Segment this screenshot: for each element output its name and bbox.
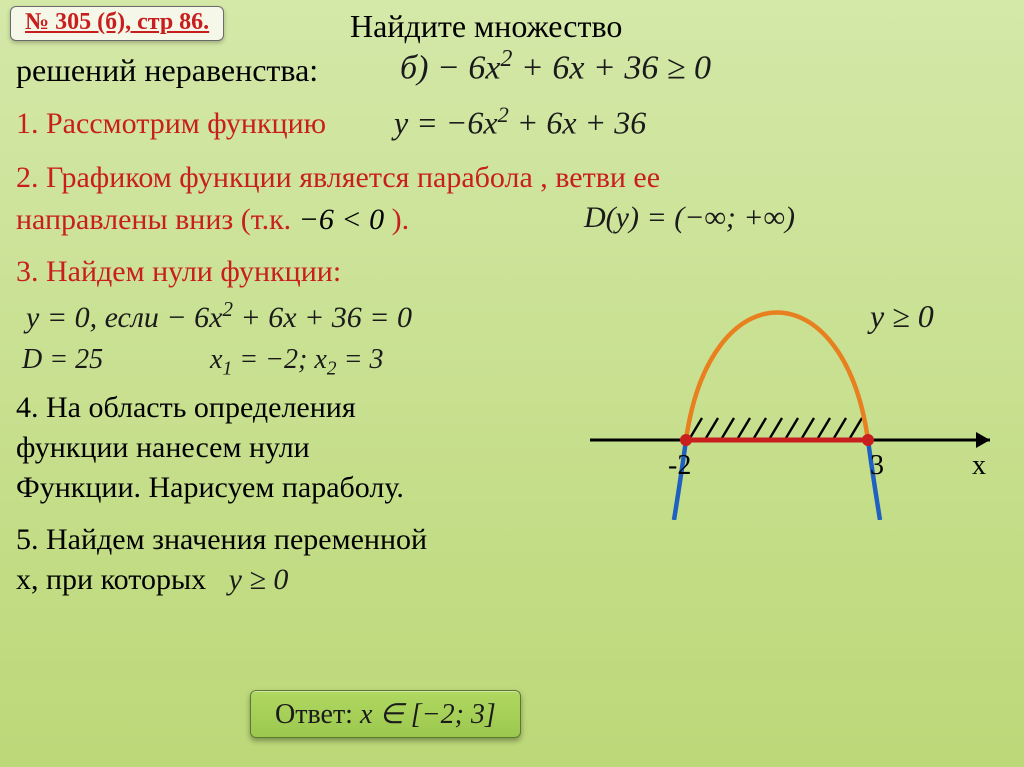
- step4-l2: функции нанесем нули: [16, 428, 310, 467]
- step5-l2: х, при которых y ≥ 0: [16, 560, 288, 599]
- step1-label: 1. Рассмотрим функцию: [16, 104, 326, 143]
- step2-cond: −6 < 0: [299, 203, 392, 236]
- root-point-neg2: [680, 434, 692, 446]
- step2-domain: D(y) = (−∞; +∞): [584, 198, 795, 237]
- exercise-badge-text: № 305 (б), стр 86.: [25, 9, 209, 35]
- step5-l1: 5. Найдем значения переменной: [16, 520, 427, 559]
- hatch-region: [690, 418, 862, 438]
- step2-line1: 2. Графиком функции является парабола , …: [16, 158, 660, 197]
- graph-axis-x-label: х: [972, 448, 986, 484]
- graph-tick-3: 3: [870, 448, 884, 484]
- step1-formula: y = −6x2 + 6x + 36: [394, 100, 646, 144]
- step4-l3: Функции. Нарисуем параболу.: [16, 468, 404, 507]
- root-point-3: [862, 434, 874, 446]
- problem-formula: б) − 6x2 + 6x + 36 ≥ 0: [400, 44, 711, 91]
- parabola-top: [686, 313, 868, 441]
- answer-value: x ∈ [−2; 3]: [360, 699, 496, 730]
- step4-l1: 4. На область определения: [16, 388, 356, 427]
- answer-label: Ответ:: [275, 699, 353, 730]
- step3-disc: D = 25: [22, 342, 103, 378]
- title-line2: решений неравенства:: [16, 50, 318, 92]
- step3-eq: y = 0, если − 6x2 + 6x + 36 = 0: [26, 296, 412, 337]
- graph-tick-neg2: -2: [668, 448, 691, 484]
- title-line1: Найдите множество: [350, 6, 622, 48]
- parabola-graph: [590, 260, 1010, 520]
- x-axis-arrow: [976, 432, 990, 448]
- answer-box: Ответ: x ∈ [−2; 3]: [250, 690, 521, 738]
- step3-label: 3. Найдем нули функции:: [16, 252, 341, 291]
- step5-cond: y ≥ 0: [229, 563, 289, 596]
- step2-line2a: направлены вниз (т.к. −6 < 0 ).: [16, 200, 409, 239]
- step3-roots: x1 = −2; x2 = 3: [210, 342, 384, 382]
- exercise-badge: № 305 (б), стр 86.: [10, 6, 224, 41]
